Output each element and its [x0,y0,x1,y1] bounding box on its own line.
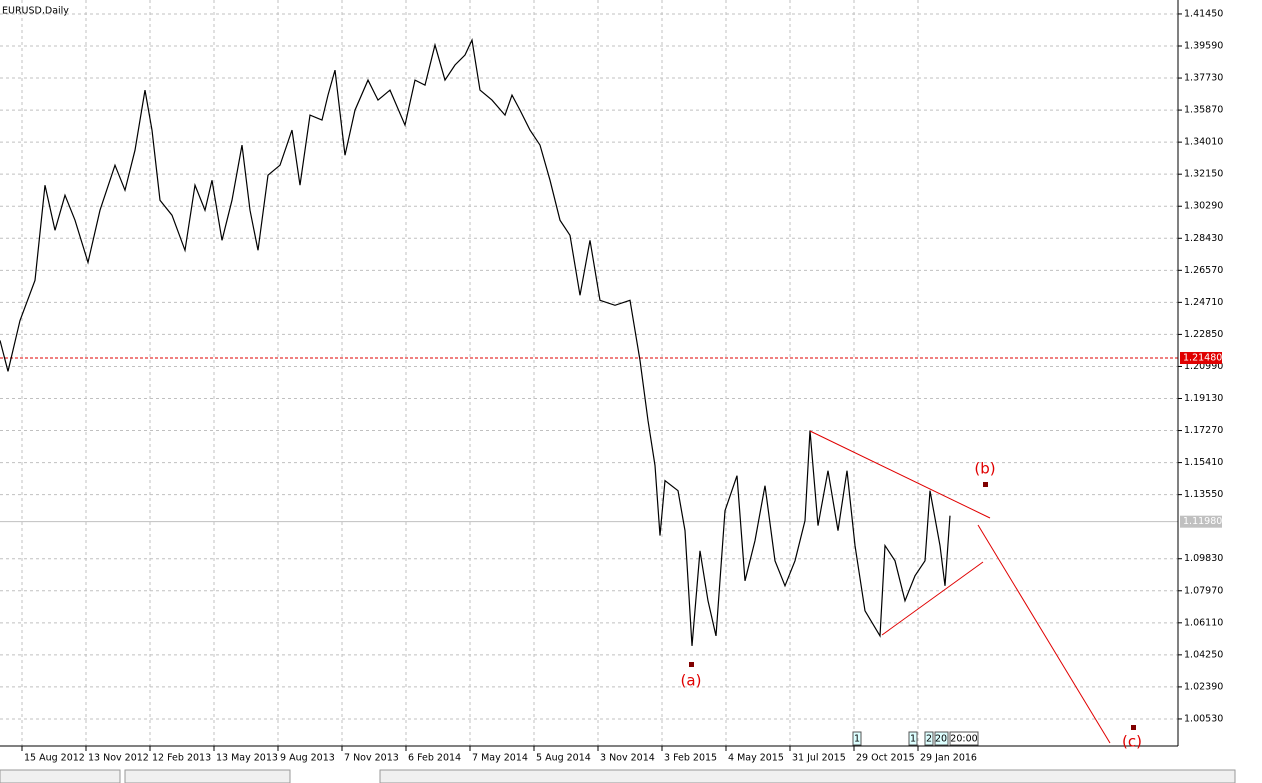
price-label-box [1180,515,1222,528]
trend-line [881,561,984,636]
event-label: 20 [935,734,947,745]
wave-label: (c) [1122,733,1142,751]
y-tick-label: 1.17270 [1184,425,1223,436]
y-tick-label: 1.07970 [1184,585,1223,596]
event-label: 1 [854,734,860,745]
price-label: 1.21480 [1183,353,1222,364]
y-tick-label: 1.06110 [1184,617,1223,628]
y-tick-label: 1.34010 [1184,137,1223,148]
y-tick-label: 1.00530 [1184,713,1223,724]
plot: 1.41450 1.39590 1.37730 1.35870 1.34010 1.321… [0,0,1223,764]
x-tick-label: 6 Feb 2014 [408,753,461,764]
wave-point [983,482,988,487]
event-box [908,731,918,746]
event-box [949,731,979,746]
wave-point [1131,725,1136,730]
x-tick-label: 9 Aug 2013 [280,753,335,764]
y-tick-label: 1.04250 [1184,649,1223,660]
scroll-bar[interactable] [379,769,1236,783]
event-box [852,731,862,746]
event-markers: 1 1 2 20 20:00 [852,731,979,746]
y-tick-label: 1.20990 [1184,361,1223,372]
event-label: 2 [926,734,932,745]
wave-label: (b) [974,460,995,478]
x-tick-label: 13 May 2013 [216,753,278,764]
trend-line [809,430,991,519]
x-tick-label: 4 May 2015 [728,753,784,764]
x-tick-label: 15 Aug 2012 [24,753,85,764]
y-tick-label: 1.09830 [1184,553,1223,564]
price-line-series [0,37,951,646]
trend-line [977,524,1111,744]
price-label: 1.11980 [1183,516,1222,527]
y-tick-label: 1.15410 [1184,457,1223,468]
wave-point [689,662,694,667]
y-tick-label: 1.26570 [1184,265,1223,276]
event-box [934,731,949,746]
event-label: 1 [910,734,916,745]
y-tick-label: 1.19130 [1184,393,1223,404]
y-tick-label: 1.35870 [1184,105,1223,116]
x-tick-label: 29 Jan 2016 [920,753,977,764]
y-tick-label: 1.41450 [1184,8,1223,19]
y-tick-label: 1.13550 [1184,489,1223,500]
y-tick-label: 1.32150 [1184,169,1223,180]
y-tick-label: 1.30290 [1184,201,1223,212]
x-tick-label: 31 Jul 2015 [792,753,846,764]
price-label-box [1180,352,1222,365]
x-tick-label: 29 Oct 2015 [856,753,915,764]
x-tick-label: 5 Aug 2014 [536,753,591,764]
x-tick-label: 7 Nov 2013 [344,753,399,764]
scroll-bar[interactable] [124,769,291,783]
y-tick-label: 1.37730 [1184,73,1223,84]
event-label: 20:00 [950,734,977,745]
scroll-bar[interactable] [0,769,121,783]
event-box [924,731,934,746]
x-tick-label: 3 Nov 2014 [600,753,655,764]
x-tick-label: 13 Nov 2012 [88,753,149,764]
x-tick-label: 3 Feb 2015 [664,753,717,764]
x-tick-label: 12 Feb 2013 [152,753,211,764]
wave-lines [809,430,1111,744]
y-tick-label: 1.22850 [1184,329,1223,340]
y-tick-label: 1.02390 [1184,681,1223,692]
x-tick-label: 7 May 2014 [472,753,528,764]
y-tick-label: 1.24710 [1184,297,1223,308]
y-tick-label: 1.28430 [1184,233,1223,244]
wave-label: (a) [681,672,702,690]
y-tick-label: 1.39590 [1184,41,1223,52]
chart-title: EURUSD,Daily [2,6,69,17]
